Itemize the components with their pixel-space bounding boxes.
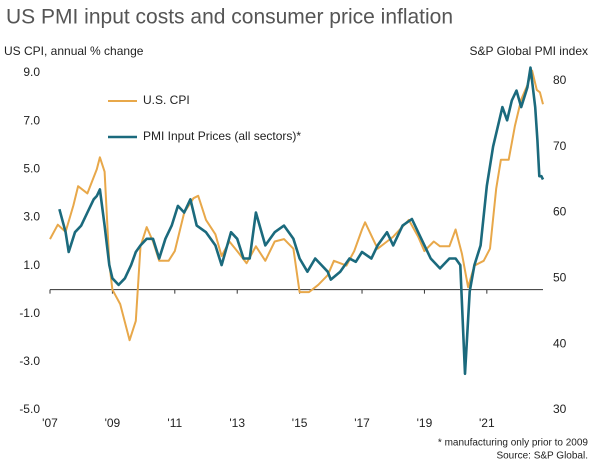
y-tick-label: -3.0 bbox=[19, 354, 40, 368]
y-tick-label: 1.0 bbox=[23, 258, 40, 272]
y2-tick-label: 70 bbox=[553, 139, 567, 153]
y-tick-label: -1.0 bbox=[19, 306, 40, 320]
y-tick-label: -5.0 bbox=[19, 402, 40, 416]
x-tick-label: '09 bbox=[105, 416, 121, 430]
x-tick-label: '07 bbox=[42, 416, 58, 430]
x-tick-label: '11 bbox=[167, 416, 182, 430]
x-tick-label: '21 bbox=[479, 416, 495, 430]
y-tick-label: 3.0 bbox=[23, 210, 40, 224]
x-tick-label: '19 bbox=[417, 416, 433, 430]
x-tick-label: '13 bbox=[229, 416, 245, 430]
y2-axis-label: S&P Global PMI index bbox=[469, 44, 588, 58]
y2-tick-label: 50 bbox=[553, 270, 567, 284]
y-tick-label: 5.0 bbox=[23, 161, 40, 175]
footnote: * manufacturing only prior to 2009 bbox=[438, 438, 589, 449]
y-tick-label: 9.0 bbox=[23, 65, 40, 79]
x-tick-label: '17 bbox=[354, 416, 370, 430]
legend-label: U.S. CPI bbox=[143, 93, 190, 107]
source: Source: S&P Global. bbox=[496, 451, 588, 462]
chart-title: US PMI input costs and consumer price in… bbox=[6, 6, 453, 29]
y2-tick-label: 80 bbox=[553, 73, 567, 87]
y2-tick-label: 40 bbox=[553, 336, 567, 350]
y2-tick-label: 60 bbox=[553, 205, 567, 219]
y-tick-label: 7.0 bbox=[23, 113, 40, 127]
line-series bbox=[58, 66, 545, 376]
y-axis-label: US CPI, annual % change bbox=[4, 44, 144, 58]
y2-tick-label: 30 bbox=[553, 402, 567, 416]
x-tick-label: '15 bbox=[292, 416, 308, 430]
legend-label: PMI Input Prices (all sectors)* bbox=[143, 129, 301, 143]
line-series bbox=[49, 69, 544, 342]
